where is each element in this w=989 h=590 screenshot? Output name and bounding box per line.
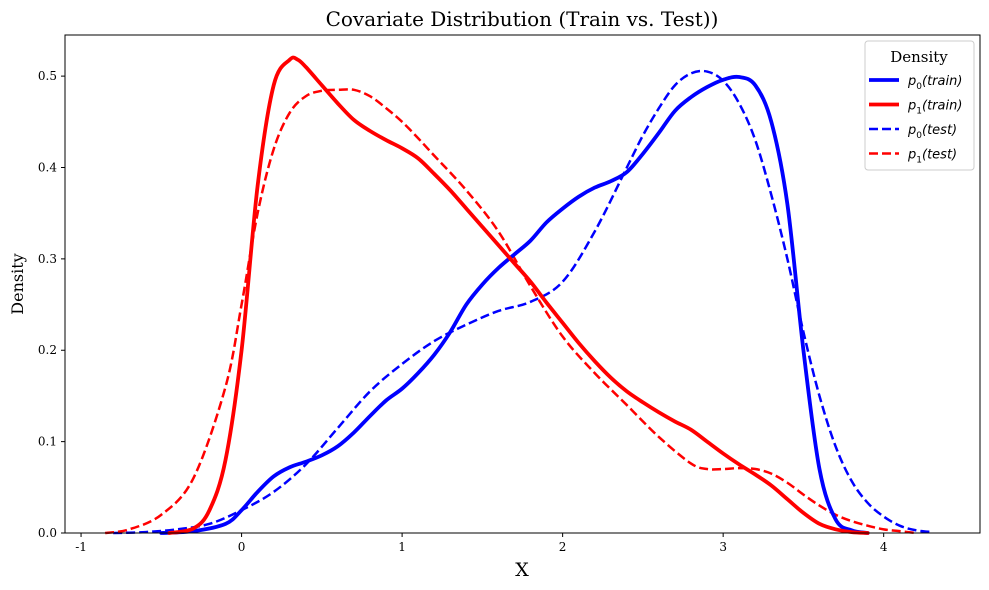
legend-label-subscript: 0: [916, 131, 922, 141]
y-tick-label: 0.2: [38, 343, 57, 357]
legend-entries: p0(train)p1(train)p0(test)p1(test): [869, 74, 962, 166]
series-line-p0-train: [159, 74, 870, 535]
legend-label-subscript: 0: [916, 82, 922, 92]
legend-label-argument: (test): [922, 123, 957, 138]
legend-label-symbol: p: [907, 148, 916, 163]
y-tick-label: 0.5: [38, 69, 57, 83]
x-tick-label: 3: [719, 540, 727, 554]
legend-label-symbol: p: [907, 74, 916, 89]
x-tick-label: 1: [398, 540, 406, 554]
legend-box: [864, 40, 975, 171]
series-line-p1-test: [104, 88, 916, 535]
x-tick-label: 0: [238, 540, 246, 554]
legend-label-subscript: 1: [916, 107, 922, 117]
legend-label-symbol: p: [907, 99, 916, 114]
legend-label-argument: (train): [922, 74, 962, 89]
legend-title: Density: [890, 48, 948, 66]
x-axis-label: X: [515, 559, 529, 581]
series-line-p0-test: [113, 69, 932, 535]
x-tick-label: -1: [75, 540, 87, 554]
legend-label: p1(train): [907, 99, 962, 117]
legend-label-argument: (test): [922, 148, 957, 163]
y-tick-label: 0.1: [38, 435, 57, 449]
legend-label-symbol: p: [907, 123, 916, 138]
legend-label: p0(train): [907, 74, 962, 92]
y-tick-label: 0.0: [38, 526, 57, 540]
legend-label: p0(test): [907, 123, 957, 141]
y-tick-label: 0.4: [38, 160, 57, 174]
x-tick-label: 2: [559, 540, 567, 554]
legend: Density p0(train)p1(train)p0(test)p1(tes…: [864, 40, 975, 171]
legend-label-subscript: 1: [916, 156, 922, 166]
y-tick-label: 0.3: [38, 252, 57, 266]
legend-label: p1(test): [907, 148, 957, 166]
legend-label-argument: (train): [922, 99, 962, 114]
tick-layer: -1 0 1 2 3 4 0.0 0.1 0.2 0.3 0.4 0.5: [38, 69, 888, 554]
x-tick-label: 4: [880, 540, 888, 554]
plot-frame: [64, 34, 981, 534]
series-layer: [104, 55, 932, 535]
y-axis-label: Density: [8, 253, 27, 314]
chart-title: Covariate Distribution (Train vs. Test)): [326, 7, 719, 31]
series-line-p1-train: [167, 55, 870, 535]
